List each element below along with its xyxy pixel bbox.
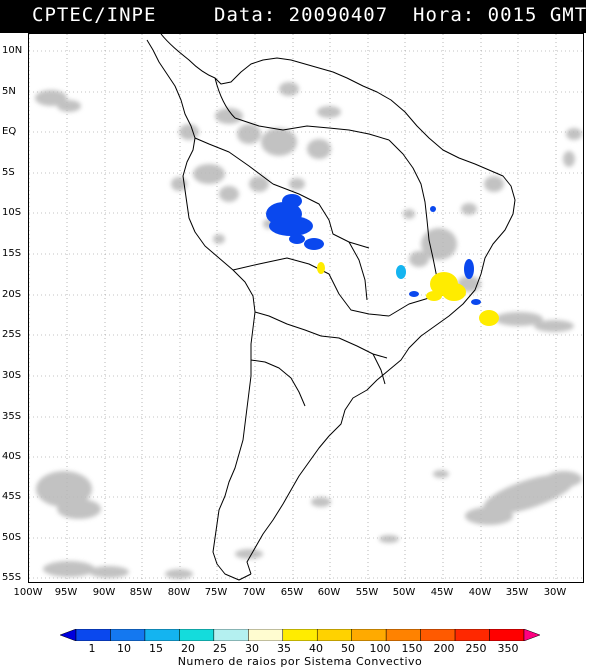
lat-label: 15S bbox=[2, 248, 22, 259]
colorbar-label: 15 bbox=[149, 642, 163, 655]
datetime-label: Data: 20090407 Hora: 0015 GMT bbox=[214, 4, 588, 26]
lightning-blue bbox=[266, 194, 481, 305]
colorbar-title: Numero de raios por Sistema Convectivo bbox=[177, 655, 423, 668]
lat-label: 40S bbox=[2, 451, 22, 462]
colorbar-swatch bbox=[351, 629, 387, 641]
lon-label: 30W bbox=[543, 587, 567, 598]
colorbar-swatch bbox=[75, 629, 111, 641]
lat-label: 35S bbox=[2, 411, 22, 422]
lon-label: 55W bbox=[355, 587, 379, 598]
colorbar-label: 200 bbox=[433, 642, 455, 655]
lon-label: 40W bbox=[468, 587, 492, 598]
lat-label: 5N bbox=[2, 86, 16, 97]
lon-label: 80W bbox=[167, 587, 191, 598]
colorbar-swatch bbox=[248, 629, 284, 641]
lon-label: 65W bbox=[280, 587, 304, 598]
colorbar-swatch bbox=[385, 629, 421, 641]
agency-label: CPTEC/INPE bbox=[32, 4, 157, 26]
cloud-cover bbox=[35, 82, 582, 579]
lat-label: 20S bbox=[2, 289, 22, 300]
lon-label: 75W bbox=[204, 587, 228, 598]
colorbar-label: 50 bbox=[341, 642, 355, 655]
colorbar-label: 20 bbox=[181, 642, 195, 655]
colorbar-swatch bbox=[420, 629, 456, 641]
lon-label: 95W bbox=[54, 587, 78, 598]
lat-label: 10S bbox=[2, 207, 22, 218]
colorbar-label: 40 bbox=[309, 642, 323, 655]
colorbar-swatch bbox=[454, 629, 490, 641]
colorbar-label: 150 bbox=[401, 642, 423, 655]
lon-label: 70W bbox=[242, 587, 266, 598]
lat-label: 30S bbox=[2, 370, 22, 381]
coastlines bbox=[146, 34, 516, 581]
colorbar-swatch bbox=[489, 629, 525, 641]
colorbar bbox=[60, 629, 540, 641]
lat-label: 25S bbox=[2, 329, 22, 340]
colorbar-swatch bbox=[282, 629, 318, 641]
lat-label: 10N bbox=[2, 45, 23, 56]
lightning-yellow bbox=[317, 262, 499, 326]
colorbar-swatch bbox=[213, 629, 249, 641]
colorbar-label: 30 bbox=[245, 642, 259, 655]
lat-label: EQ bbox=[2, 126, 17, 137]
map-frame bbox=[28, 33, 584, 583]
lat-label: 45S bbox=[2, 491, 22, 502]
colorbar-swatch bbox=[144, 629, 180, 641]
lon-label: 85W bbox=[129, 587, 153, 598]
lon-label: 50W bbox=[392, 587, 416, 598]
lon-label: 60W bbox=[317, 587, 341, 598]
map-header: CPTEC/INPE Data: 20090407 Hora: 0015 GMT bbox=[0, 0, 586, 33]
colorbar-swatch bbox=[60, 629, 77, 641]
colorbar-swatch bbox=[523, 629, 540, 641]
lon-label: 90W bbox=[92, 587, 116, 598]
map-canvas bbox=[29, 34, 583, 582]
colorbar-label: 1 bbox=[88, 642, 96, 655]
colorbar-label: 250 bbox=[465, 642, 487, 655]
colorbar-label: 35 bbox=[277, 642, 291, 655]
lon-label: 100W bbox=[13, 587, 43, 598]
lat-label: 50S bbox=[2, 532, 22, 543]
lightning-cyan bbox=[396, 265, 406, 279]
graticule bbox=[29, 34, 583, 582]
colorbar-label: 25 bbox=[213, 642, 227, 655]
lat-label: 5S bbox=[2, 167, 15, 178]
colorbar-swatch bbox=[179, 629, 215, 641]
colorbar-label: 100 bbox=[369, 642, 391, 655]
colorbar-label: 350 bbox=[497, 642, 519, 655]
lon-label: 35W bbox=[505, 587, 529, 598]
colorbar-swatch bbox=[316, 629, 352, 641]
lat-label: 55S bbox=[2, 572, 22, 583]
lon-label: 45W bbox=[430, 587, 454, 598]
colorbar-label: 10 bbox=[117, 642, 131, 655]
colorbar-swatch bbox=[110, 629, 146, 641]
